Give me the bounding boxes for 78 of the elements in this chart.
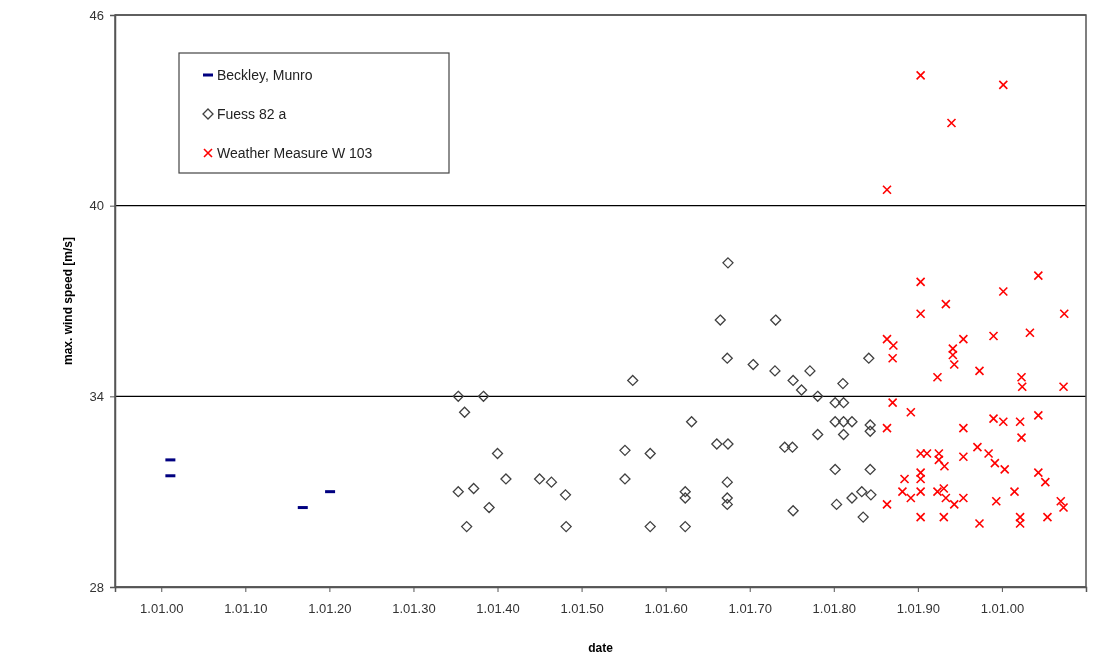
x-tick-label: 1.01.00 bbox=[140, 601, 184, 617]
point bbox=[864, 419, 876, 431]
point bbox=[865, 489, 877, 501]
legend-label: Weather Measure W 103 bbox=[217, 145, 373, 161]
point bbox=[714, 314, 726, 326]
point bbox=[722, 438, 734, 450]
point bbox=[452, 486, 464, 498]
point bbox=[500, 473, 512, 485]
point bbox=[477, 390, 490, 402]
point bbox=[829, 416, 841, 428]
point bbox=[679, 486, 691, 498]
x-tick-label: 1.01.10 bbox=[224, 601, 268, 617]
y-tick-label: 46 bbox=[89, 7, 104, 23]
legend-label: Fuess 82 a bbox=[217, 106, 287, 122]
point bbox=[619, 444, 631, 457]
point bbox=[837, 377, 849, 390]
point bbox=[787, 505, 799, 517]
point bbox=[545, 476, 558, 488]
x-tick-label: 1.01.60 bbox=[644, 601, 688, 617]
x-tick-label: 1.01.20 bbox=[308, 601, 352, 617]
point bbox=[560, 520, 572, 533]
point bbox=[721, 498, 733, 511]
point bbox=[533, 473, 546, 485]
point bbox=[461, 520, 473, 533]
point bbox=[747, 358, 759, 371]
point bbox=[769, 365, 781, 377]
point bbox=[711, 438, 723, 450]
point bbox=[857, 511, 869, 523]
point bbox=[795, 384, 808, 396]
x-tick-label: 1.01.40 bbox=[476, 601, 520, 617]
x-tick-label: 1.01.90 bbox=[896, 601, 941, 617]
point bbox=[786, 441, 799, 453]
point bbox=[722, 257, 734, 269]
y-tick-label: 34 bbox=[89, 388, 104, 404]
point bbox=[829, 397, 841, 409]
point bbox=[559, 489, 572, 501]
point bbox=[864, 425, 876, 437]
x-tick-label: 1.01.50 bbox=[560, 601, 604, 617]
point bbox=[685, 416, 698, 428]
point bbox=[856, 486, 868, 498]
point bbox=[770, 314, 782, 326]
point bbox=[812, 428, 824, 441]
point bbox=[483, 501, 495, 514]
point bbox=[452, 390, 464, 402]
point bbox=[864, 463, 876, 476]
point bbox=[644, 447, 656, 460]
point bbox=[627, 374, 639, 387]
point bbox=[846, 416, 858, 428]
point bbox=[721, 476, 733, 488]
point bbox=[837, 428, 850, 441]
point bbox=[458, 406, 471, 418]
y-tick-label: 28 bbox=[89, 579, 104, 595]
point bbox=[830, 498, 843, 511]
x-axis-title: date bbox=[588, 641, 614, 655]
point bbox=[679, 520, 691, 533]
point bbox=[804, 365, 816, 377]
y-axis-title: max. wind speed [m/s] bbox=[61, 236, 75, 366]
point bbox=[468, 482, 480, 495]
legend-label: Beckley, Munro bbox=[217, 67, 313, 83]
y-tick-label: 40 bbox=[89, 198, 104, 214]
x-tick-label: 1.01.30 bbox=[392, 601, 436, 617]
point bbox=[812, 390, 824, 402]
point bbox=[863, 352, 875, 364]
point bbox=[721, 492, 733, 504]
x-tick-label: 1.01.70 bbox=[728, 601, 772, 617]
point bbox=[491, 447, 504, 460]
point bbox=[787, 374, 799, 387]
point bbox=[619, 473, 631, 485]
x-tick-label: 1.01.00 bbox=[980, 601, 1025, 617]
x-tick-label: 1.01.80 bbox=[812, 601, 856, 617]
point bbox=[679, 492, 691, 504]
point bbox=[837, 416, 850, 428]
point bbox=[846, 492, 858, 504]
point bbox=[837, 397, 850, 409]
point bbox=[779, 441, 791, 453]
point bbox=[721, 352, 733, 364]
point bbox=[644, 520, 656, 533]
point bbox=[829, 463, 841, 476]
